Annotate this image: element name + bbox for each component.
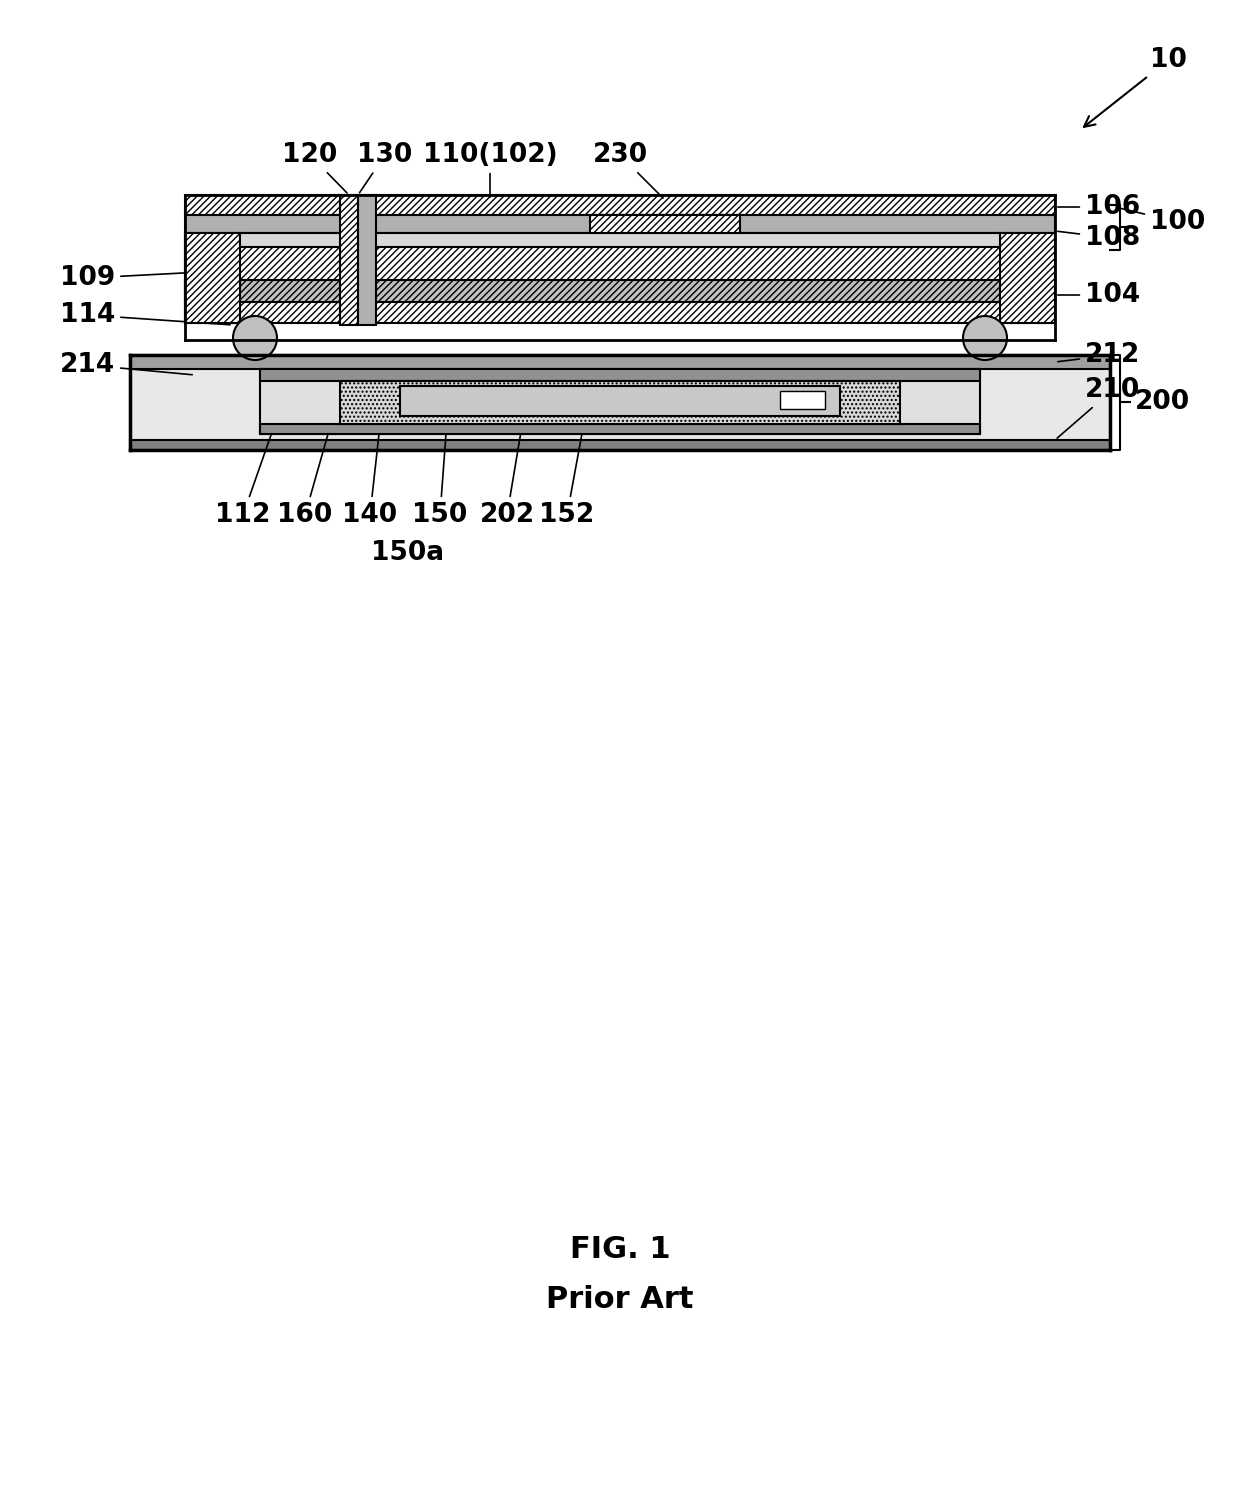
Bar bbox=[185, 216, 1055, 234]
Text: 114: 114 bbox=[60, 302, 231, 329]
Text: 212: 212 bbox=[1058, 342, 1141, 368]
Text: 150a: 150a bbox=[372, 540, 445, 566]
Text: 130: 130 bbox=[357, 142, 413, 193]
Bar bbox=[130, 354, 1110, 449]
Text: Prior Art: Prior Art bbox=[547, 1285, 693, 1315]
Text: 140: 140 bbox=[342, 428, 398, 528]
Text: 104: 104 bbox=[1058, 282, 1140, 308]
Bar bbox=[401, 386, 839, 416]
Text: 150: 150 bbox=[413, 383, 467, 528]
Bar bbox=[999, 234, 1055, 323]
Text: 106: 106 bbox=[1058, 195, 1141, 220]
Text: 10: 10 bbox=[1084, 47, 1187, 127]
Bar bbox=[185, 234, 1055, 323]
Text: FIG. 1: FIG. 1 bbox=[569, 1235, 671, 1265]
Bar bbox=[241, 234, 999, 247]
Bar bbox=[260, 369, 980, 434]
Bar bbox=[185, 234, 241, 323]
Bar bbox=[340, 382, 900, 424]
Bar bbox=[185, 195, 1055, 216]
Circle shape bbox=[233, 317, 277, 360]
Text: 109: 109 bbox=[60, 265, 237, 291]
Bar bbox=[340, 195, 358, 326]
Bar bbox=[358, 195, 376, 326]
Text: 160: 160 bbox=[278, 422, 332, 528]
Text: 200: 200 bbox=[1135, 389, 1190, 415]
Text: 202: 202 bbox=[480, 380, 534, 528]
Text: 110(102): 110(102) bbox=[423, 142, 557, 198]
Bar bbox=[130, 354, 1110, 369]
Circle shape bbox=[963, 317, 1007, 360]
Text: 214: 214 bbox=[60, 351, 192, 379]
Bar bbox=[260, 369, 980, 382]
Text: 112: 112 bbox=[216, 418, 277, 528]
Bar bbox=[780, 391, 825, 409]
Text: 152: 152 bbox=[539, 392, 595, 528]
Text: 108: 108 bbox=[1058, 225, 1141, 250]
Text: 230: 230 bbox=[593, 142, 663, 198]
Bar bbox=[260, 424, 980, 434]
Text: 100: 100 bbox=[1117, 208, 1205, 235]
Text: 210: 210 bbox=[1056, 377, 1141, 439]
Bar bbox=[130, 440, 1110, 449]
Text: 120: 120 bbox=[283, 142, 347, 193]
Bar bbox=[590, 216, 740, 234]
Bar bbox=[185, 280, 1055, 302]
